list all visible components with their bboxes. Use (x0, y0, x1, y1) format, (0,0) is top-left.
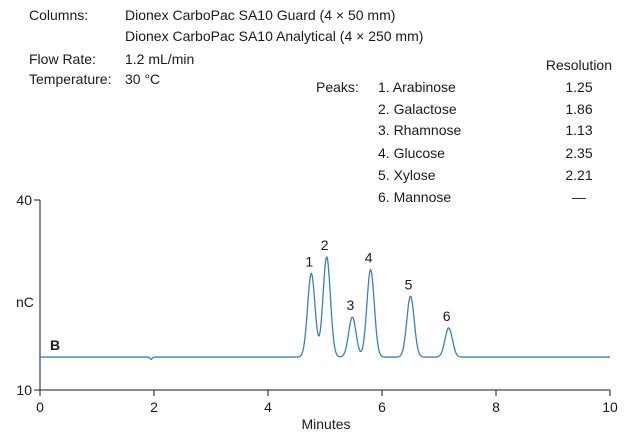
peak-label-2: 2 (321, 237, 329, 253)
x-tick-label-3: 6 (378, 399, 386, 415)
axes (39, 200, 610, 391)
temperature-label: Temperature: (29, 71, 112, 87)
peak-resolution-2: 1.86 (565, 101, 593, 117)
peak-name-5: 5. Xylose (378, 167, 436, 183)
peak-resolution-5: 2.21 (565, 167, 593, 183)
peak-label-3: 3 (346, 297, 354, 313)
x-tick-label-5: 10 (602, 399, 618, 415)
panel-label: B (50, 337, 60, 353)
ticks: 0 2 4 6 8 10 10 40 (16, 192, 618, 415)
x-axis-label: Minutes (301, 416, 350, 432)
peak-label-4: 4 (365, 250, 373, 266)
flow-rate-label: Flow Rate: (29, 51, 96, 67)
peak-name-3: 3. Rhamnose (378, 122, 462, 138)
y-tick-label-0: 10 (16, 382, 32, 398)
y-axis-label: nC (16, 294, 34, 310)
peak-name-6: 6. Mannose (378, 189, 452, 205)
peak-label-6: 6 (443, 308, 451, 324)
y-tick-label-1: 40 (16, 192, 32, 208)
x-tick-label-0: 0 (36, 399, 44, 415)
x-tick-label-4: 8 (492, 399, 500, 415)
peak-resolution-4: 2.35 (565, 145, 593, 161)
peak-name-1: 1. Arabinose (378, 79, 456, 95)
columns-line2: Dionex CarboPac SA10 Analytical (4 × 250… (125, 28, 424, 44)
peak-label-1: 1 (305, 253, 313, 269)
columns-line1: Dionex CarboPac SA10 Guard (4 × 50 mm) (125, 7, 396, 23)
x-tick-label-2: 4 (264, 399, 272, 415)
peak-resolution-1: 1.25 (565, 79, 593, 95)
flow-rate-value: 1.2 mL/min (125, 51, 195, 67)
x-tick-label-1: 2 (150, 399, 158, 415)
peak-resolution-6: — (572, 189, 586, 205)
peaks-label: Peaks: (316, 79, 359, 95)
peak-name-4: 4. Glucose (378, 145, 445, 161)
temperature-value: 30 °C (125, 71, 161, 87)
chromatogram-trace (40, 256, 610, 360)
peak-label-5: 5 (405, 276, 413, 292)
peak-labels: 12 3 4 5 6 (305, 237, 450, 324)
peak-name-2: 2. Galactose (378, 101, 457, 117)
peak-resolution-3: 1.13 (565, 122, 593, 138)
resolution-header: Resolution (545, 57, 612, 73)
columns-label: Columns: (29, 7, 89, 23)
